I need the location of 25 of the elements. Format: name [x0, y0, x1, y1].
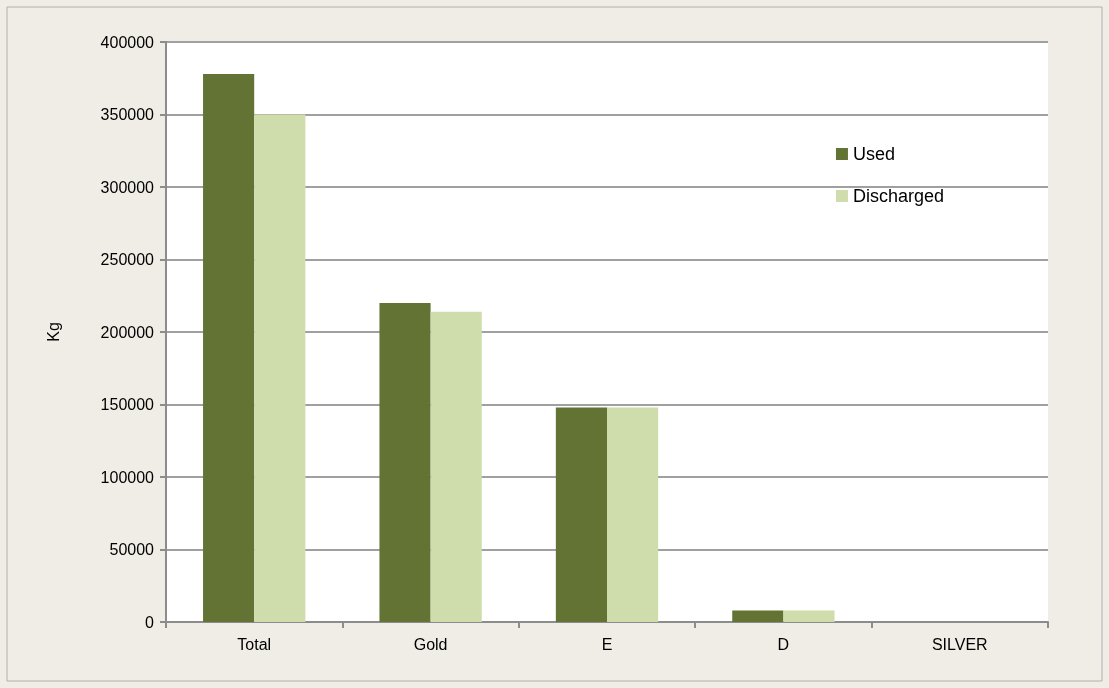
x-tick-label: Gold [413, 635, 448, 653]
bar [732, 610, 784, 622]
y-tick-label: 300000 [100, 178, 155, 196]
y-tick-label: 150000 [100, 396, 155, 413]
x-tick-label: SILVER [931, 635, 988, 653]
bar [203, 73, 255, 622]
x-tick-label: D [777, 635, 790, 653]
bar [430, 311, 482, 622]
y-tick-label: 50000 [109, 541, 155, 558]
x-tick-label: Total [237, 635, 272, 653]
bar [379, 303, 431, 622]
y-axis-title: Kg [44, 322, 62, 342]
legend-label: Discharged [852, 186, 944, 206]
bar [555, 407, 607, 622]
y-tick-label: 200000 [100, 323, 155, 341]
x-tick-label: E [601, 635, 613, 653]
y-tick-label: 100000 [100, 468, 155, 486]
y-tick-label: 250000 [100, 251, 155, 268]
y-tick-label: 400000 [100, 33, 155, 51]
bar [607, 407, 659, 622]
y-tick-label: 0 [145, 613, 155, 631]
legend-label: Used [852, 144, 895, 164]
bar [254, 114, 306, 622]
bar [783, 610, 835, 622]
y-tick-label: 350000 [100, 106, 155, 123]
